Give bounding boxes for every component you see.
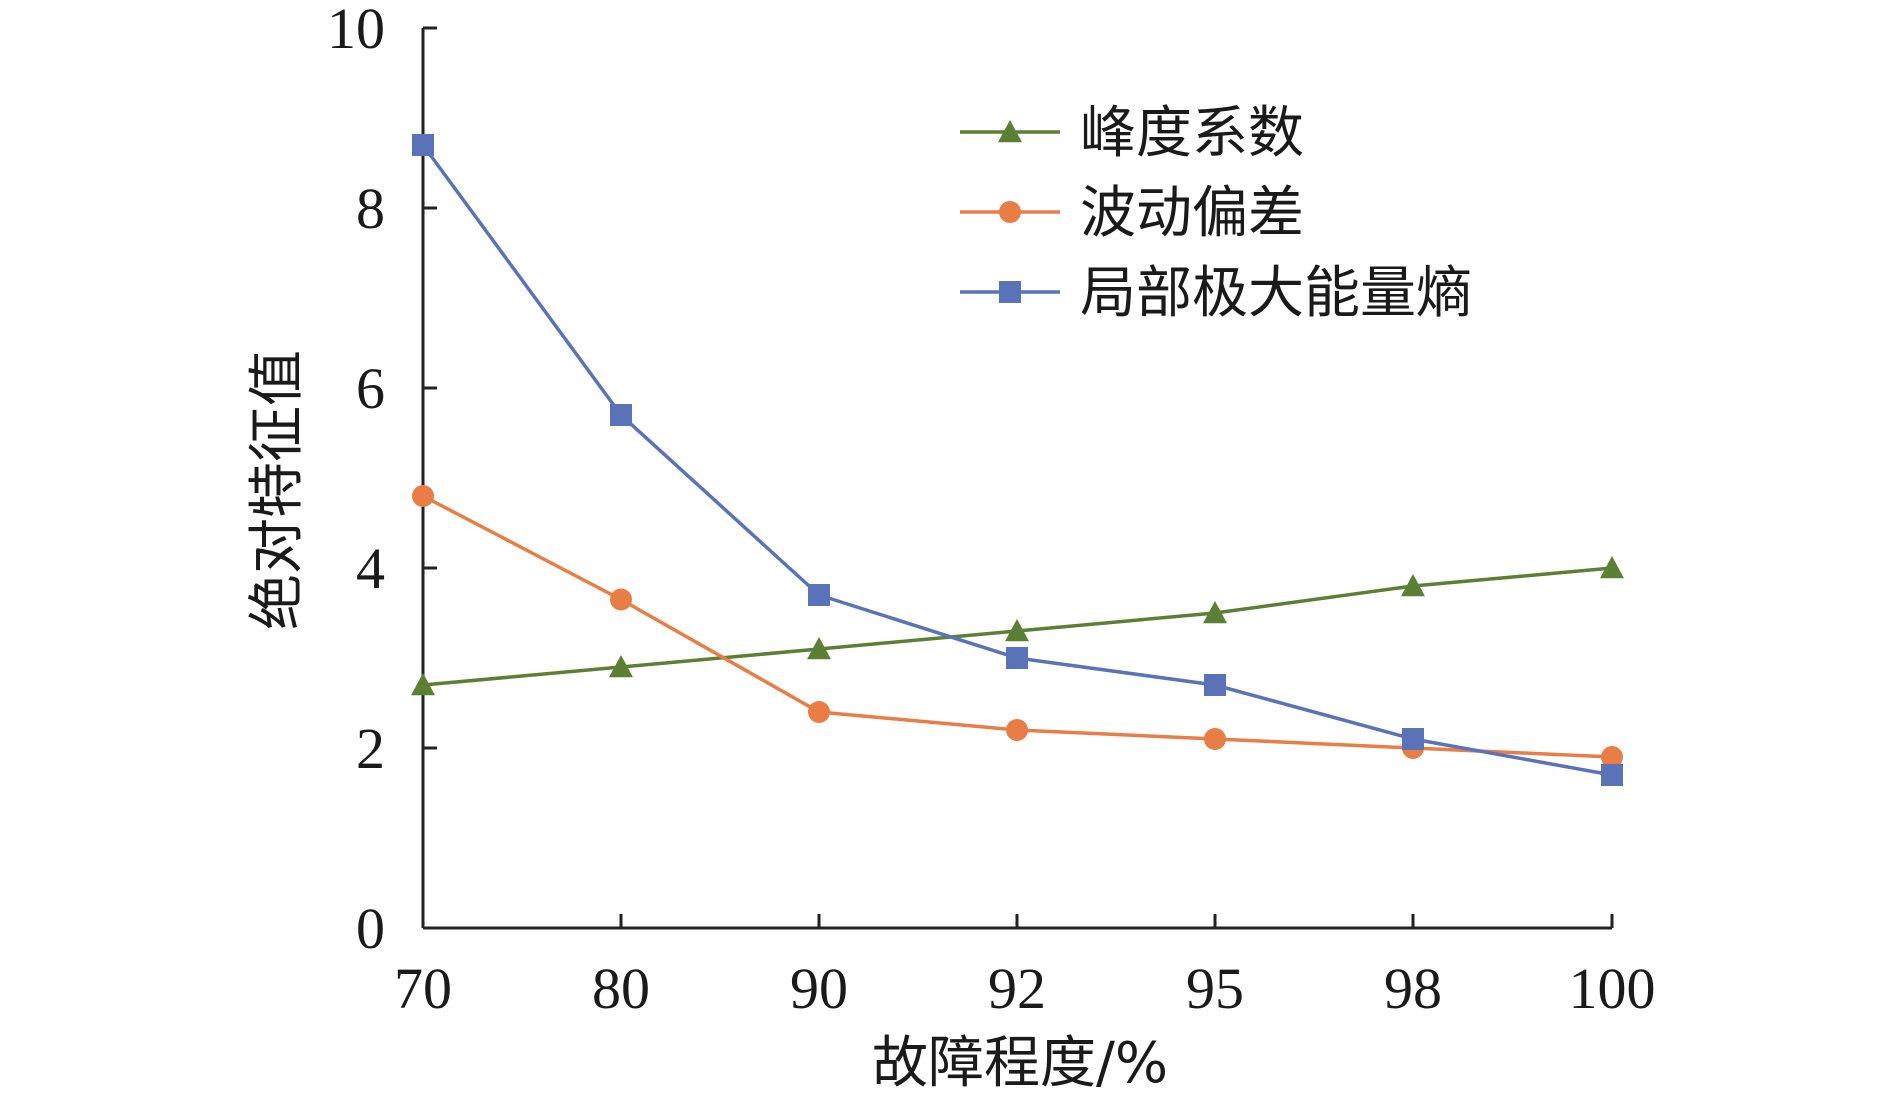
x-tick-label: 95 [1186, 956, 1244, 1021]
legend-item: 局部极大能量熵 [960, 261, 1472, 326]
y-tick-label: 8 [356, 176, 385, 241]
x-axis-title: 故障程度/% [872, 1031, 1168, 1096]
x-axis-ticks: 70 80 90 92 95 98 100 [394, 914, 1656, 1021]
x-tick-label: 92 [988, 956, 1046, 1021]
data-point-triangle [1401, 574, 1425, 597]
legend-label: 波动偏差 [1080, 181, 1304, 246]
data-point-square [412, 134, 434, 156]
data-point-triangle [807, 637, 831, 660]
y-axis-ticks: 0 2 4 6 8 10 [327, 0, 437, 961]
legend-marker-triangle-icon [998, 120, 1022, 143]
x-tick-label: 100 [1569, 956, 1656, 1021]
plot-area: 0 2 4 6 8 10 70 80 90 92 95 98 100 [327, 0, 1656, 1021]
x-tick-label: 70 [394, 956, 452, 1021]
data-point-square [1204, 674, 1226, 696]
y-tick-label: 10 [327, 0, 385, 61]
y-tick-label: 0 [356, 896, 385, 961]
data-point-triangle [1005, 619, 1029, 642]
data-point-triangle [411, 673, 435, 696]
series-layer [411, 134, 1624, 786]
x-tick-label: 98 [1384, 956, 1442, 1021]
legend-label: 峰度系数 [1080, 101, 1304, 166]
data-point-circle [610, 588, 632, 611]
data-point-square [1402, 728, 1424, 750]
legend-item: 波动偏差 [960, 181, 1304, 246]
series-square [412, 134, 1623, 786]
data-point-square [610, 404, 632, 426]
data-point-circle [808, 701, 830, 723]
data-point-square [1006, 647, 1028, 669]
data-point-triangle [1203, 601, 1227, 624]
data-point-circle [1006, 719, 1028, 741]
legend-marker-circle-icon [999, 201, 1021, 223]
data-point-circle [1601, 746, 1623, 768]
legend-item: 峰度系数 [960, 101, 1304, 166]
series-line [421, 143, 1613, 777]
y-tick-label: 4 [356, 536, 385, 601]
data-point-circle [412, 485, 434, 507]
data-point-square [808, 584, 830, 606]
series-triangle [411, 556, 1624, 696]
data-point-triangle [609, 655, 633, 678]
x-tick-label: 80 [592, 956, 650, 1021]
data-point-circle [1204, 728, 1226, 750]
data-point-square [1601, 764, 1623, 786]
data-point-triangle [1600, 556, 1624, 579]
y-axis-title: 绝对特征值 [245, 350, 310, 630]
x-tick-label: 90 [790, 956, 848, 1021]
legend-marker-square-icon [999, 281, 1021, 303]
legend-label: 局部极大能量熵 [1080, 261, 1472, 326]
y-tick-label: 2 [356, 716, 385, 781]
y-tick-label: 6 [356, 356, 385, 421]
